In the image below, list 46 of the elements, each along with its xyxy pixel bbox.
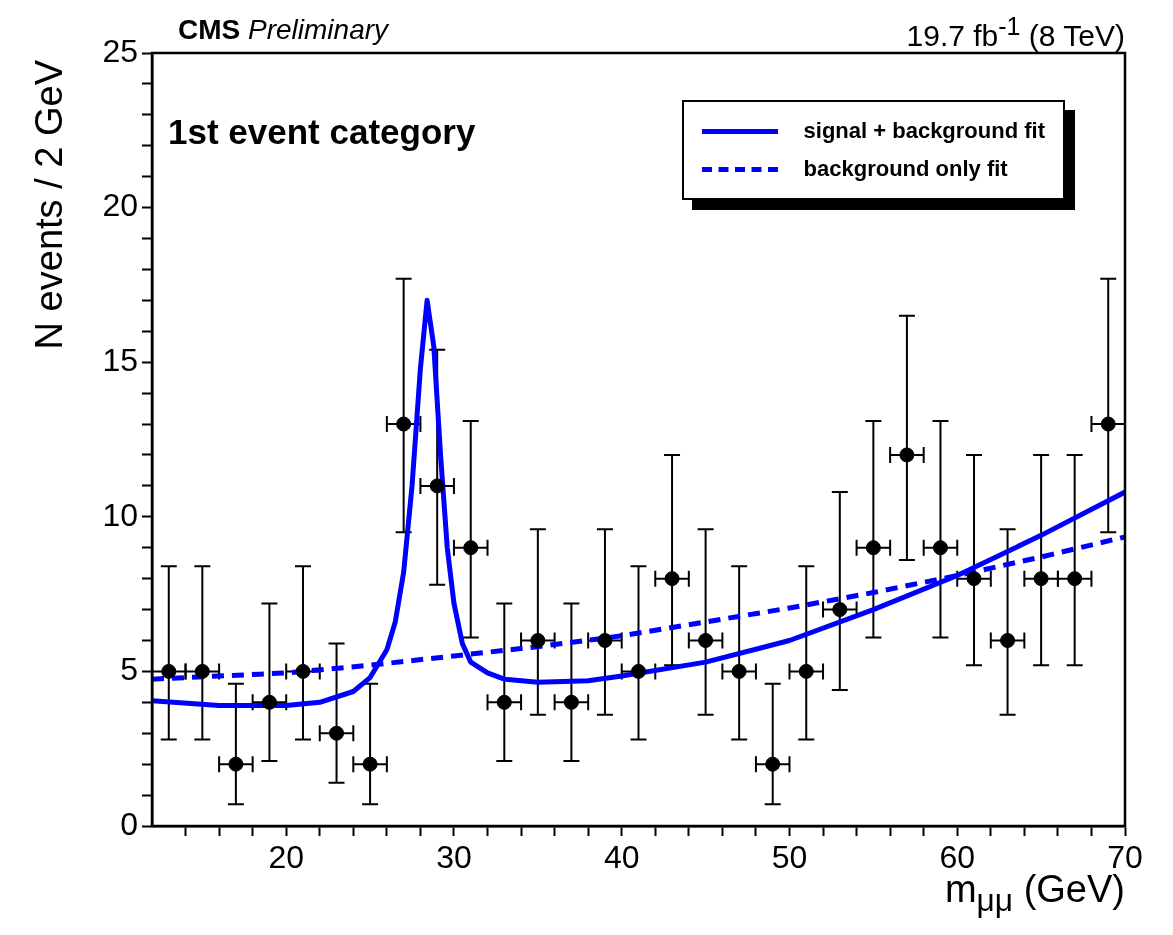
point bbox=[597, 632, 613, 648]
y-tick-label: 5 bbox=[120, 651, 138, 688]
point bbox=[463, 540, 479, 556]
point bbox=[530, 632, 546, 648]
point bbox=[798, 663, 814, 679]
point bbox=[631, 663, 646, 679]
point bbox=[664, 571, 680, 587]
point bbox=[496, 694, 512, 710]
point bbox=[429, 478, 445, 494]
legend-label: signal + background fit bbox=[803, 118, 1045, 144]
point bbox=[161, 663, 177, 679]
point bbox=[1033, 571, 1049, 587]
point bbox=[731, 663, 747, 679]
point bbox=[329, 725, 345, 741]
point bbox=[1100, 416, 1116, 432]
point bbox=[966, 571, 982, 587]
point bbox=[194, 663, 210, 679]
point bbox=[396, 416, 412, 432]
y-tick-label: 10 bbox=[102, 496, 138, 533]
y-tick-label: 0 bbox=[120, 805, 138, 842]
point bbox=[865, 540, 881, 556]
point bbox=[698, 632, 714, 648]
chart-title: CMS bbox=[178, 14, 241, 45]
point bbox=[362, 756, 378, 772]
point bbox=[228, 756, 244, 772]
point bbox=[563, 694, 579, 710]
annotation: 1st event category bbox=[168, 112, 476, 152]
x-tick-label: 30 bbox=[436, 839, 472, 876]
point bbox=[295, 663, 311, 679]
text: 19.7 fb$^{-1}$ (8 TeV) bbox=[906, 12, 1125, 53]
point bbox=[1067, 571, 1083, 587]
x-tick-label: 40 bbox=[603, 839, 640, 876]
y-axis-title: N events / 2 GeV bbox=[28, 60, 72, 350]
point bbox=[832, 602, 848, 618]
point bbox=[765, 756, 781, 772]
legend-label: background only fit bbox=[803, 156, 1008, 182]
point bbox=[1000, 632, 1016, 648]
x-tick-label: 20 bbox=[268, 839, 304, 876]
y-tick-label: 20 bbox=[102, 187, 138, 224]
chart-subtitle: Preliminary bbox=[248, 14, 389, 45]
y-tick-label: 25 bbox=[102, 32, 138, 69]
point bbox=[899, 447, 915, 463]
point bbox=[932, 540, 948, 556]
x-tick-label: 50 bbox=[771, 839, 808, 876]
point bbox=[261, 694, 277, 710]
y-tick-label: 15 bbox=[102, 342, 138, 379]
